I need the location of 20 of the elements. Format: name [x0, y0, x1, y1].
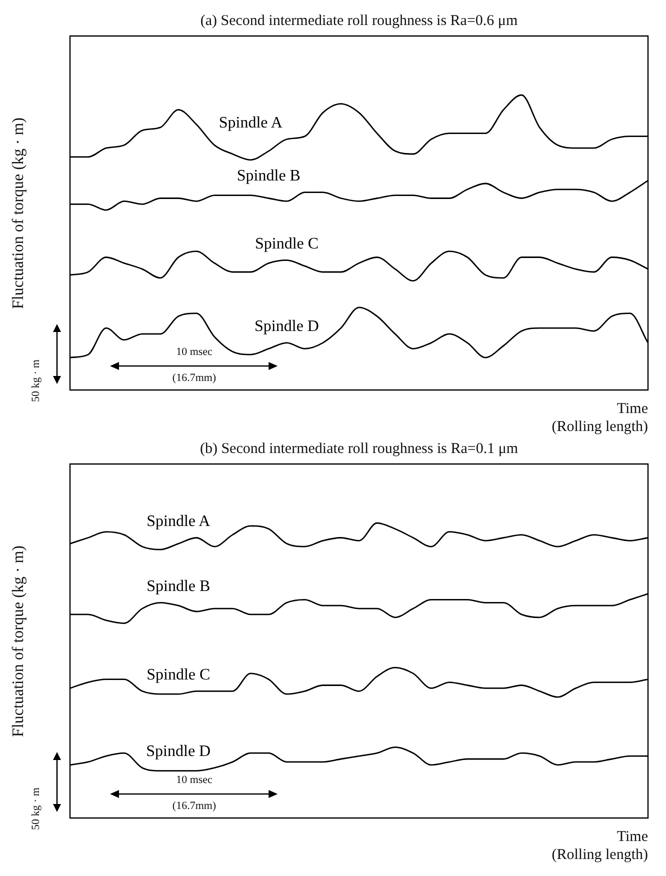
annotation: 10 msec	[175, 774, 214, 786]
chart-title: (a) Second intermediate roll roughness is Ra=0.6 μm	[200, 12, 518, 29]
text: 50 kg · m	[30, 358, 42, 402]
annotation: (16.7mm)	[171, 372, 218, 384]
series-label: Spindle A	[218, 114, 283, 132]
series-label: Spindle D	[254, 318, 319, 336]
chart-title: (b) Second intermediate roll roughness is Ra=0.1 μm	[200, 440, 518, 457]
y-axis-title: Fluctuation of torque (kg · m)	[10, 544, 28, 739]
annotation: (16.7mm)	[171, 800, 218, 812]
annotation: 10 msec	[175, 346, 214, 358]
series-label: Spindle D	[146, 743, 211, 760]
y-axis-title: Fluctuation of torque (kg · m)	[10, 116, 28, 311]
series-label: Spindle B	[146, 578, 210, 595]
series-label: Spindle A	[146, 512, 211, 530]
x-axis-title: Time (Rolling length)	[552, 828, 648, 863]
series-label: Spindle C	[146, 666, 210, 684]
x-axis-title: Time (Rolling length)	[552, 400, 648, 435]
series-label: Spindle C	[254, 235, 319, 252]
series-label: Spindle B	[236, 168, 300, 185]
text: 50 kg · m	[30, 786, 42, 830]
